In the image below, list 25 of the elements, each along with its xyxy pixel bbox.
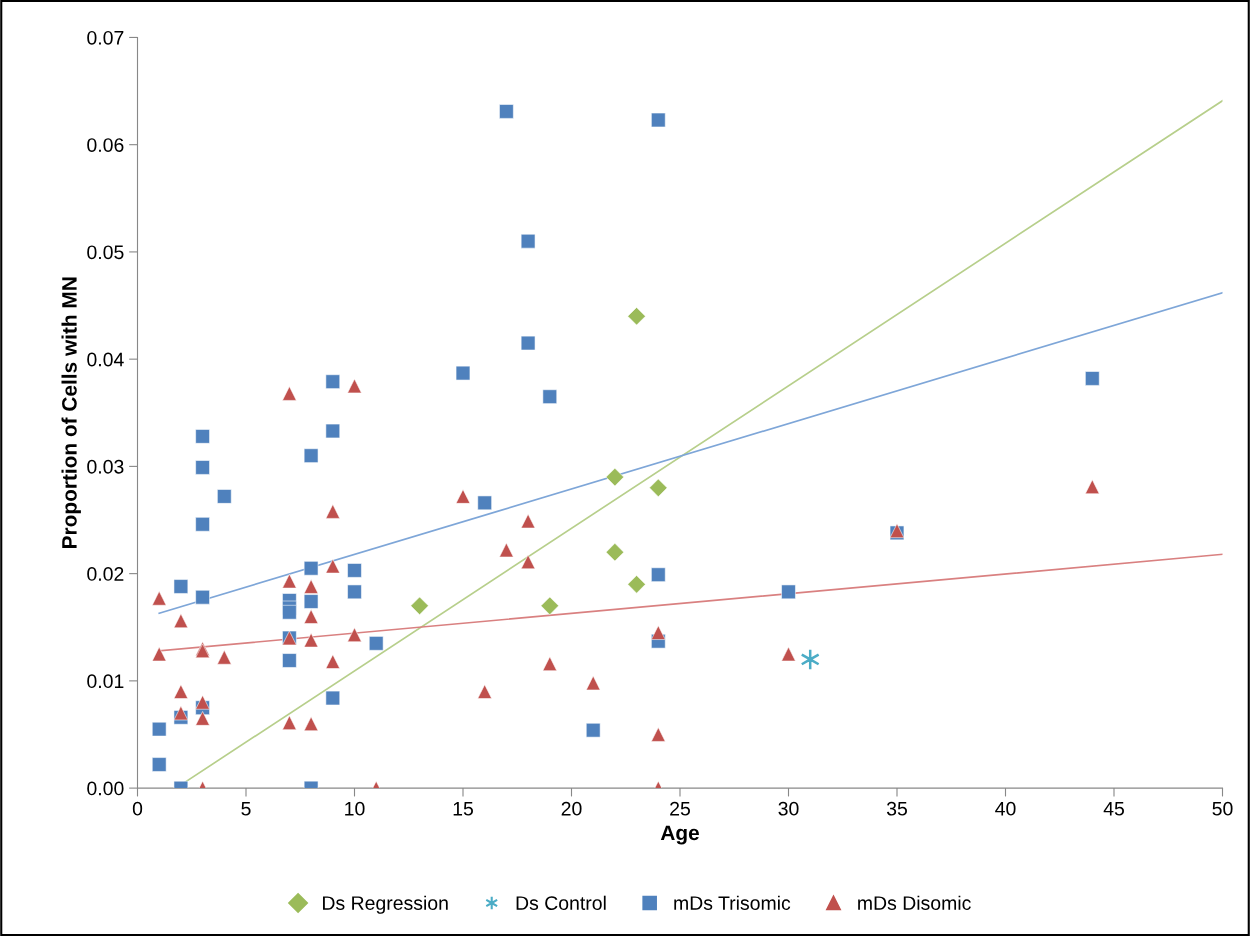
x-tick-label: 15 — [453, 802, 473, 816]
x-tick-label: 35 — [886, 801, 907, 816]
x-tick-label: 50 — [1212, 801, 1233, 816]
legend-label: Ds Control — [516, 895, 606, 910]
y-tick-label: 0.04 — [87, 352, 124, 367]
legend-label: mDs Trisomic — [674, 895, 791, 910]
x-tick-label: 25 — [670, 801, 690, 816]
x-tick-label: 30 — [778, 801, 799, 816]
x-axis-title: Age — [660, 825, 699, 845]
x-tick-label: 45 — [1103, 802, 1124, 816]
x-tick-label: 0 — [132, 801, 143, 816]
legend-label: mDs Disomic — [858, 895, 971, 910]
y-tick-label: 0.06 — [87, 138, 124, 152]
y-tick-label: 0.03 — [87, 459, 124, 474]
y-tick-label: 0.07 — [87, 30, 124, 45]
y-tick-label: 0.01 — [87, 674, 124, 689]
x-tick-label: 40 — [995, 801, 1016, 816]
y-tick-label: 0.00 — [87, 781, 124, 796]
x-tick-label: 20 — [561, 801, 582, 816]
x-tick-label: 5 — [241, 802, 251, 816]
x-tick-label: 10 — [345, 801, 365, 816]
legend-label: Ds Regression — [323, 895, 448, 914]
y-axis-title: Proportion of Cells with MN — [61, 277, 81, 548]
y-tick-label: 0.05 — [87, 245, 124, 260]
y-tick-label: 0.02 — [87, 567, 124, 581]
